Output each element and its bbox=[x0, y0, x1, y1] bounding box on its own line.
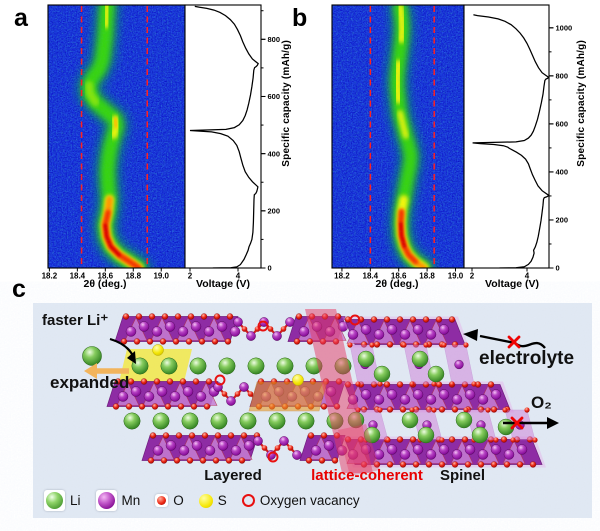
xaxis-label-2theta-b: 2θ (deg.) bbox=[375, 278, 419, 290]
svg-text:600: 600 bbox=[556, 120, 569, 129]
annotation-electrolyte: electrolyte bbox=[479, 348, 575, 369]
svg-text:1000: 1000 bbox=[556, 24, 573, 33]
legend-label-mn: Mn bbox=[121, 493, 141, 508]
svg-text:2: 2 bbox=[188, 272, 193, 281]
legend-item-o: O bbox=[155, 493, 184, 508]
svg-text:4: 4 bbox=[525, 272, 530, 281]
svg-text:800: 800 bbox=[268, 35, 281, 44]
svg-text:4: 4 bbox=[236, 272, 241, 281]
heatmap-panel-a bbox=[48, 5, 185, 268]
yaxis-label-capacity-b: Specific capacity (mAh/g) bbox=[576, 40, 587, 167]
legend-item-mn: Mn bbox=[95, 490, 141, 511]
xaxis-label-voltage-a: Voltage (V) bbox=[195, 278, 251, 290]
annotation-o2: O₂ bbox=[531, 393, 552, 412]
svg-text:800: 800 bbox=[556, 72, 569, 81]
svg-text:200: 200 bbox=[268, 207, 281, 216]
legend-item-oxygen-vacancy: Oxygen vacancy bbox=[241, 493, 360, 508]
panel-label-c: c bbox=[12, 275, 26, 303]
svg-text:18.8: 18.8 bbox=[419, 272, 435, 281]
yaxis-label-capacity-a: Specific capacity (mAh/g) bbox=[281, 40, 292, 167]
legend-item-s: S bbox=[198, 493, 227, 508]
legend-label-s: S bbox=[217, 493, 227, 508]
svg-text:18.4: 18.4 bbox=[70, 272, 86, 281]
oxygen-vacancy-marker bbox=[267, 451, 279, 463]
svg-text:2: 2 bbox=[470, 272, 475, 281]
li-sphere-icon bbox=[44, 490, 65, 511]
svg-text:18.8: 18.8 bbox=[125, 272, 141, 281]
structure-diagram bbox=[33, 303, 592, 518]
svg-text:18.6: 18.6 bbox=[391, 272, 407, 281]
xaxis-label-voltage-b: Voltage (V) bbox=[484, 278, 540, 290]
structure-legend: Li Mn O S Oxygen vacancy bbox=[44, 490, 360, 511]
xaxis-label-2theta-a: 2θ (deg.) bbox=[83, 278, 127, 290]
legend-label-oxygen-vacancy: Oxygen vacancy bbox=[259, 493, 360, 508]
svg-text:19.0: 19.0 bbox=[153, 272, 169, 281]
panel-label-b: b bbox=[292, 4, 308, 32]
voltage-plot-a bbox=[184, 4, 262, 269]
panel-label-a: a bbox=[14, 4, 28, 32]
mn-sphere-icon bbox=[95, 490, 117, 511]
legend-item-li: Li bbox=[44, 490, 81, 511]
svg-text:19.0: 19.0 bbox=[448, 272, 464, 281]
panel-b: 18.2 18.4 18.6 18.8 19.0 2 4 0 200 400 600 800 1000 bbox=[331, 4, 573, 281]
s-sphere-icon bbox=[198, 493, 213, 508]
o-sphere-icon bbox=[155, 494, 169, 507]
svg-text:0: 0 bbox=[268, 264, 272, 273]
oxygen-vacancy-marker bbox=[257, 320, 269, 332]
oxygen-vacancy-marker bbox=[214, 374, 226, 386]
panel-a: 18.2 18.4 18.6 18.8 19.0 2 4 0 200 400 600 800 bbox=[42, 4, 281, 281]
annotation-expanded: expanded bbox=[50, 373, 130, 392]
oxygen-vacancy-marker bbox=[349, 314, 361, 326]
svg-text:200: 200 bbox=[556, 216, 569, 225]
voltage-curve-b bbox=[472, 14, 549, 268]
annotation-lattice-coherent: lattice-coherent bbox=[311, 467, 423, 484]
svg-text:18.6: 18.6 bbox=[98, 272, 114, 281]
svg-text:0: 0 bbox=[556, 264, 560, 273]
oxygen-vacancy-icon bbox=[241, 494, 255, 507]
svg-text:400: 400 bbox=[556, 168, 569, 177]
legend-label-o: O bbox=[173, 493, 184, 508]
legend-label-li: Li bbox=[70, 493, 81, 508]
svg-text:600: 600 bbox=[268, 92, 281, 101]
annotation-spinel: Spinel bbox=[439, 467, 485, 484]
svg-text:400: 400 bbox=[268, 149, 281, 158]
heatmap-panel-b bbox=[332, 5, 464, 268]
voltage-curve-a bbox=[189, 5, 259, 268]
svg-text:18.4: 18.4 bbox=[363, 272, 379, 281]
annotation-layered: Layered bbox=[204, 467, 262, 484]
voltage-plot-b bbox=[463, 4, 550, 269]
svg-text:18.2: 18.2 bbox=[42, 272, 58, 281]
annotation-faster-li: faster Li⁺ bbox=[42, 312, 109, 329]
svg-text:18.2: 18.2 bbox=[334, 272, 350, 281]
